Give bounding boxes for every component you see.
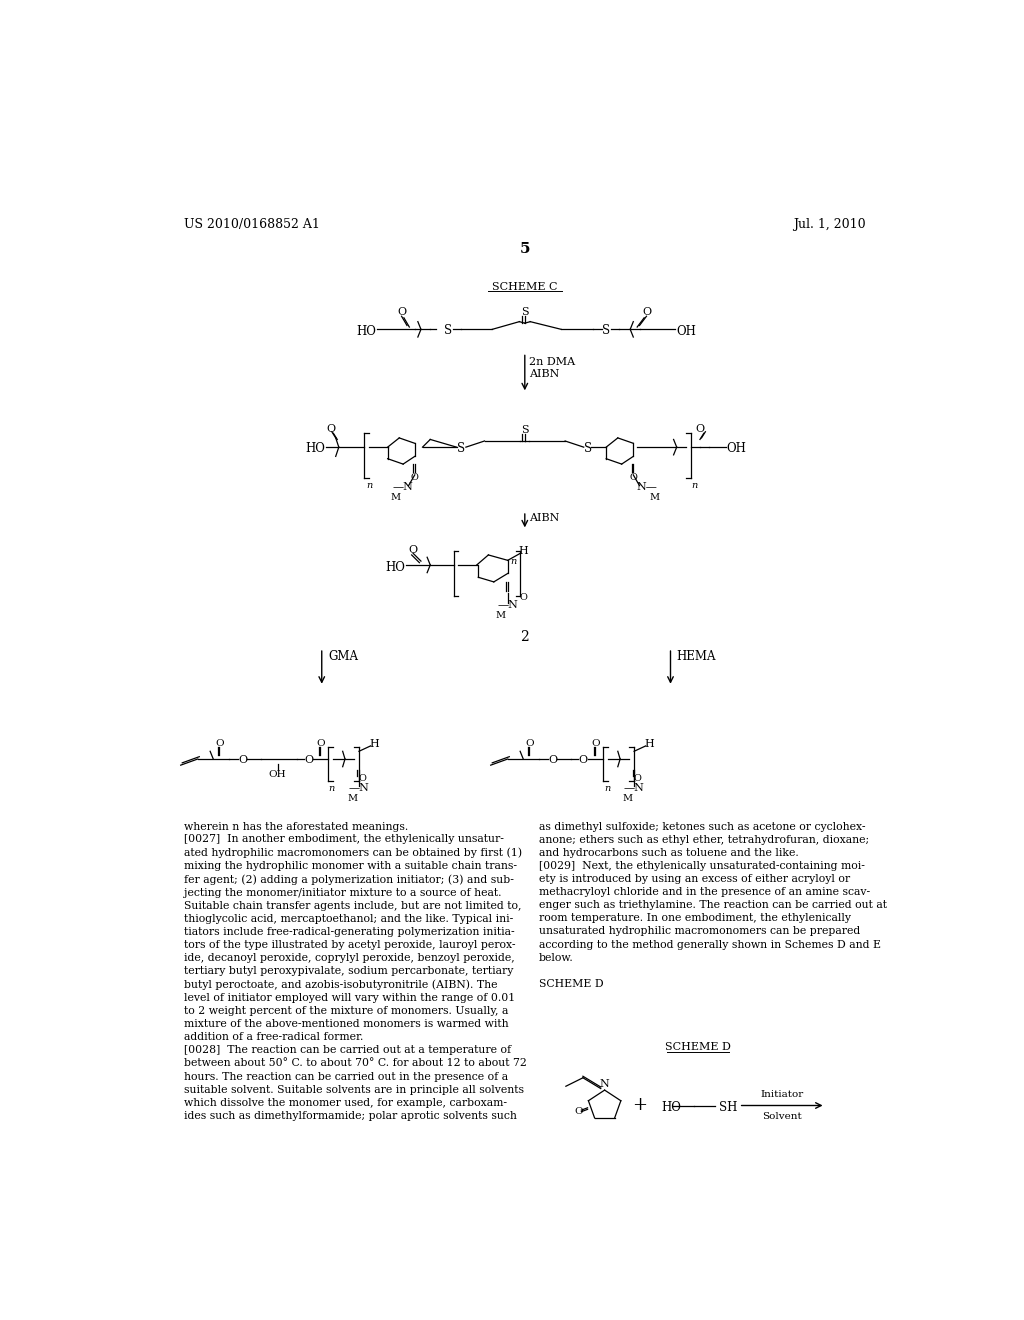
Text: M: M — [649, 492, 659, 502]
Text: Solvent: Solvent — [762, 1111, 802, 1121]
Text: O: O — [525, 739, 534, 748]
Text: SCHEME D: SCHEME D — [665, 1043, 730, 1052]
Text: O: O — [409, 545, 418, 554]
Text: 2: 2 — [520, 631, 529, 644]
Text: O: O — [630, 474, 637, 482]
Text: O: O — [574, 1107, 583, 1117]
Text: HEMA: HEMA — [677, 651, 716, 664]
Text: O: O — [304, 755, 313, 764]
Text: O: O — [411, 474, 419, 482]
Text: —N: —N — [624, 783, 644, 793]
Text: as dimethyl sulfoxide; ketones such as acetone or cyclohex-
anone; ethers such a: as dimethyl sulfoxide; ketones such as a… — [539, 822, 887, 989]
Text: N: N — [600, 1078, 609, 1089]
Text: M: M — [496, 611, 506, 619]
Text: n: n — [329, 784, 335, 792]
Text: US 2010/0168852 A1: US 2010/0168852 A1 — [183, 218, 319, 231]
Text: —N: —N — [348, 783, 370, 793]
Text: [0027]  In another embodiment, the ethylenically unsatur-
ated hydrophilic macro: [0027] In another embodiment, the ethyle… — [183, 834, 526, 1121]
Text: S: S — [521, 308, 528, 317]
Text: O: O — [239, 755, 247, 764]
Text: M: M — [390, 492, 400, 502]
Text: HO: HO — [356, 325, 376, 338]
Text: —N: —N — [392, 482, 414, 492]
Text: —N: —N — [498, 601, 518, 610]
Text: GMA: GMA — [328, 651, 358, 664]
Text: S: S — [521, 425, 528, 436]
Text: OH: OH — [268, 770, 287, 779]
Text: n: n — [691, 480, 697, 490]
Text: HO: HO — [306, 442, 326, 455]
Text: O: O — [548, 755, 557, 764]
Text: O: O — [633, 775, 641, 783]
Text: OH: OH — [726, 442, 746, 455]
Text: O: O — [215, 739, 224, 748]
Text: O: O — [358, 775, 366, 783]
Text: n: n — [366, 480, 372, 490]
Text: O: O — [591, 739, 600, 748]
Text: M: M — [623, 793, 633, 803]
Text: HO: HO — [386, 561, 406, 574]
Text: O: O — [397, 308, 407, 317]
Text: n: n — [604, 784, 610, 792]
Text: N—: N— — [636, 482, 657, 492]
Text: AIBN: AIBN — [529, 512, 560, 523]
Text: S: S — [444, 325, 453, 338]
Text: HO: HO — [662, 1101, 681, 1114]
Text: SH: SH — [719, 1101, 737, 1114]
Text: M: M — [348, 793, 357, 803]
Text: Jul. 1, 2010: Jul. 1, 2010 — [794, 218, 866, 231]
Text: wherein n has the aforestated meanings.: wherein n has the aforestated meanings. — [183, 822, 408, 832]
Text: H: H — [645, 739, 654, 748]
Text: O: O — [327, 424, 336, 434]
Text: OH: OH — [676, 325, 695, 338]
Text: 5: 5 — [519, 242, 530, 256]
Text: S: S — [585, 442, 593, 455]
Text: O: O — [315, 739, 325, 748]
Text: O: O — [579, 755, 588, 764]
Text: S: S — [602, 325, 610, 338]
Text: n: n — [510, 557, 516, 566]
Text: H: H — [370, 739, 379, 748]
Text: 2n DMA
AIBN: 2n DMA AIBN — [529, 358, 575, 379]
Text: SCHEME C: SCHEME C — [493, 281, 557, 292]
Text: O: O — [642, 308, 651, 317]
Text: H: H — [518, 546, 528, 556]
Text: +: + — [632, 1097, 647, 1114]
Text: Initiator: Initiator — [761, 1090, 804, 1100]
Text: O: O — [519, 593, 527, 602]
Text: O: O — [695, 424, 705, 434]
Text: S: S — [457, 442, 465, 455]
